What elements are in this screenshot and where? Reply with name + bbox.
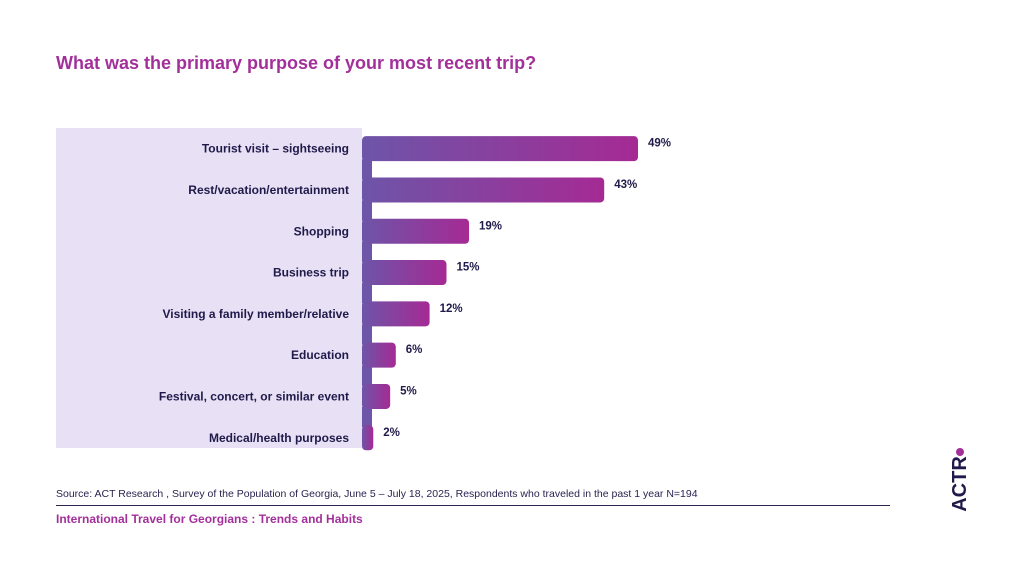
svg-text:ACTR: ACTR bbox=[949, 456, 971, 512]
footer-divider bbox=[56, 505, 890, 506]
value-label: 15% bbox=[456, 262, 479, 274]
category-label: Medical/health purposes bbox=[209, 431, 349, 445]
bar-connector bbox=[362, 241, 372, 263]
value-label: 49% bbox=[648, 138, 671, 150]
bar bbox=[362, 425, 374, 451]
category-panel bbox=[56, 128, 362, 448]
value-label: 12% bbox=[440, 303, 463, 315]
value-label: 6% bbox=[406, 344, 423, 356]
bar-connector bbox=[362, 365, 372, 386]
bar-connector bbox=[362, 200, 372, 221]
value-label: 5% bbox=[400, 385, 417, 397]
category-label: Education bbox=[291, 348, 349, 362]
category-label: Visiting a family member/relative bbox=[162, 307, 349, 321]
bar bbox=[362, 383, 391, 409]
bar-connector bbox=[362, 283, 372, 304]
bar bbox=[362, 342, 396, 368]
value-label: 19% bbox=[479, 220, 502, 232]
chart-title: What was the primary purpose of your mos… bbox=[56, 53, 537, 73]
bar bbox=[362, 260, 447, 286]
value-label: 43% bbox=[614, 179, 637, 191]
bar-connector bbox=[362, 159, 372, 180]
source-note: Source: ACT Research , Survey of the Pop… bbox=[56, 488, 698, 500]
category-label: Tourist visit – sightseeing bbox=[202, 142, 349, 156]
bar-connector bbox=[362, 406, 372, 428]
bar-connector bbox=[362, 324, 372, 345]
category-label: Festival, concert, or similar event bbox=[159, 389, 349, 403]
category-label: Rest/vacation/entertainment bbox=[188, 183, 349, 197]
value-label: 2% bbox=[383, 427, 400, 439]
bar bbox=[362, 177, 605, 203]
bar bbox=[362, 301, 430, 327]
category-label: Business trip bbox=[273, 266, 349, 280]
actr-logo: ACTR bbox=[949, 448, 971, 512]
bar bbox=[362, 136, 638, 162]
report-footer: International Travel for Georgians : Tre… bbox=[56, 512, 363, 526]
bar bbox=[362, 218, 470, 244]
category-label: Shopping bbox=[294, 224, 349, 238]
